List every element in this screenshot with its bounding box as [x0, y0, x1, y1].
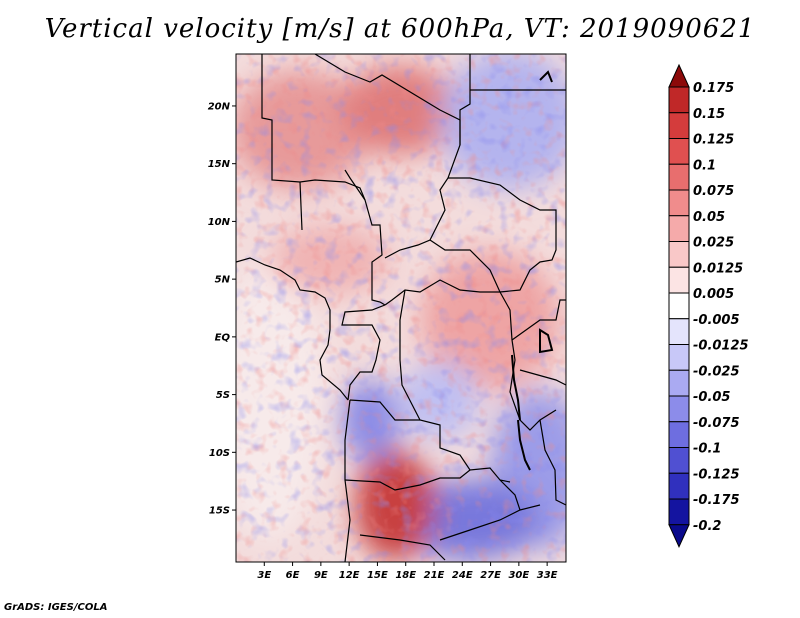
border-line: [344, 169, 366, 201]
border-line: [261, 54, 386, 306]
colorbar-label: 0.075: [693, 184, 734, 199]
x-tick-label: 6E: [286, 570, 300, 581]
y-tick-label: 20N: [208, 101, 231, 112]
colorbar-swatch: [668, 395, 690, 423]
credit-text: GrADS: IGES/COLA: [4, 602, 108, 613]
colorbar-swatch: [668, 344, 690, 371]
x-tick-label: 24E: [452, 570, 473, 581]
colorbar-swatch: [668, 498, 690, 526]
x-tick-label: 18E: [395, 570, 416, 581]
colorbar-label: -0.0125: [693, 339, 749, 354]
colorbar-swatch: [668, 472, 690, 500]
x-tick-label: 12E: [339, 570, 360, 581]
country-borders: [236, 54, 566, 562]
border-line: [439, 504, 541, 541]
x-tick-label: 21E: [424, 570, 445, 581]
colorbar-label: 0.15: [693, 107, 725, 122]
border-line: [349, 399, 420, 421]
colorbar-swatch: [668, 215, 690, 242]
border-line: [448, 177, 557, 293]
colorbar-label: 0.005: [693, 287, 734, 302]
y-tick-label: 15S: [209, 506, 230, 517]
lake-outline: [517, 419, 531, 471]
colorbar-label: -0.05: [693, 390, 730, 405]
colorbar-swatch: [668, 86, 690, 114]
colorbar-label: 0.0125: [693, 261, 743, 276]
colorbar-swatch: [668, 138, 690, 165]
colorbar-label: -0.125: [693, 467, 740, 482]
lakes: [511, 70, 554, 471]
lake-outline: [539, 328, 554, 354]
colorbar-label: 0.1: [693, 158, 716, 173]
colorbar-label: -0.1: [693, 442, 721, 457]
colorbar-swatch: [668, 421, 690, 448]
border-line: [519, 369, 566, 386]
downdraft-texture: [236, 54, 566, 562]
lake-outline: [539, 70, 553, 83]
plot-frame: [235, 53, 567, 563]
x-tick-label: 30E: [508, 570, 529, 581]
colorbar-swatch: [668, 318, 690, 345]
y-tick-label: 10S: [209, 448, 230, 459]
colorbar-swatch: [668, 266, 690, 294]
border-line: [539, 419, 566, 506]
border-line: [459, 54, 471, 145]
border-line: [236, 257, 349, 401]
colorbar-label: -0.075: [693, 416, 740, 431]
colorbar-top-triangle: [668, 63, 690, 88]
colorbar-label: -0.2: [693, 519, 721, 534]
lake-outline: [511, 354, 521, 421]
x-tick-label: 27E: [480, 570, 501, 581]
x-tick-label: 33E: [537, 570, 558, 581]
colorbar-bottom-triangle: [668, 524, 690, 548]
border-line: [314, 54, 461, 259]
y-tick-label: EQ: [215, 332, 231, 343]
colorbar-swatch: [668, 447, 690, 474]
colorbar-swatch: [668, 112, 690, 139]
y-tick-label: 10N: [208, 217, 231, 228]
border-line: [499, 479, 521, 511]
colorbar-label: -0.175: [693, 493, 740, 508]
colorbar-label: -0.005: [693, 313, 740, 328]
y-tick-label: 5N: [215, 275, 231, 286]
y-tick-label: 15N: [208, 159, 231, 170]
colorbar-label: 0.125: [693, 133, 734, 148]
colorbar-swatch: [668, 163, 690, 191]
colorbar-label: 0.175: [693, 81, 734, 96]
plot-area: [236, 54, 566, 562]
colorbar-swatch: [668, 369, 690, 397]
x-tick-label: 15E: [367, 570, 388, 581]
colorbar-label: -0.025: [693, 364, 740, 379]
border-line: [359, 534, 446, 561]
border-line: [399, 289, 511, 483]
border-line: [299, 181, 303, 231]
border-line: [511, 299, 566, 341]
border-line: [341, 304, 386, 401]
x-tick-label: 9E: [314, 570, 328, 581]
y-tick-label: 5S: [216, 390, 230, 401]
border-line: [499, 291, 557, 431]
colorbar-label: 0.025: [693, 236, 734, 251]
colorbar-swatch: [668, 189, 690, 217]
colorbar-label: 0.05: [693, 210, 725, 225]
colorbar-swatch: [668, 292, 690, 320]
border-line: [384, 239, 501, 306]
x-tick-label: 3E: [257, 570, 271, 581]
chart-title: Vertical velocity [m/s] at 600hPa, VT: 2…: [44, 14, 756, 44]
colorbar-swatch: [668, 241, 690, 268]
border-line: [344, 469, 471, 491]
